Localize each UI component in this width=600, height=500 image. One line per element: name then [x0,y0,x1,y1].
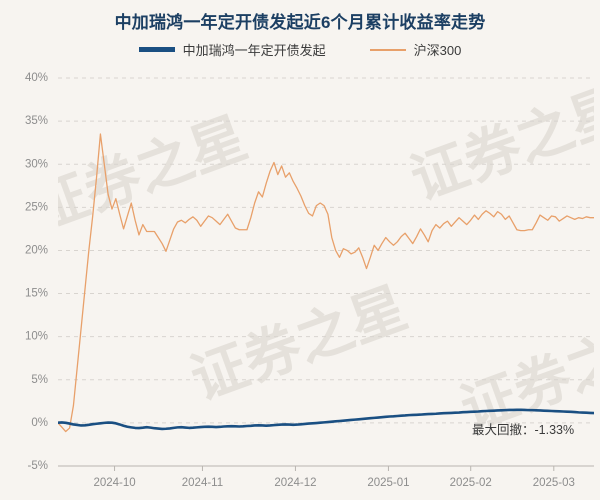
legend-label-benchmark: 沪深300 [413,43,462,58]
x-axis [58,465,594,471]
watermark-text-1: 证券之星 [23,105,255,241]
y-tick-label: 0% [31,417,48,429]
page-title: 中加瑞鸿一年定开债发起近6个月累计收益率走势 [114,13,486,32]
legend-swatch-fund-icon [138,47,175,52]
y-tick-label: 5% [31,374,48,386]
y-tick-label: 10% [25,331,48,343]
y-tick-label: -5% [28,460,48,472]
series-line-benchmark [58,133,594,433]
x-axis-labels: 2024-10 2024-11 2024-12 2025-01 2025-02 2025-… [93,477,574,489]
legend-item-fund[interactable]: 中加瑞鸿一年定开债发起 [138,40,326,59]
legend-swatch-benchmark-icon [369,48,406,51]
y-tick-label: 25% [25,201,48,213]
legend-item-benchmark[interactable]: 沪深300 [369,40,462,59]
chart-legend: 中加瑞鸿一年定开债发起 沪深300 [0,40,600,59]
y-tick-label: 35% [25,115,48,127]
y-tick-label: 40% [25,72,48,84]
y-tick-label: 15% [25,288,48,300]
x-tick-label: 2025-02 [450,477,492,489]
x-tick-label: 2024-10 [93,477,135,489]
x-tick-label: 2025-03 [533,477,575,489]
series-line-fund [58,408,594,431]
y-tick-label: 30% [25,158,48,170]
x-tick-label: 2024-12 [274,477,316,489]
watermark: 证券之星 证券之星 证券之星 证券之星 [23,75,600,441]
x-tick-label: 2024-11 [182,477,223,489]
y-tick-label: 20% [25,244,48,256]
watermark-text-3: 证券之星 [403,75,600,211]
x-tick-label: 2025-01 [367,477,409,489]
max-drawdown-annotation: 最大回撤：-1.33% [472,423,575,437]
watermark-text-2: 证券之星 [183,275,415,411]
y-axis-labels: 40% 35% 30% 25% 20% 15% 10% 5% 0% -5% [25,72,48,472]
legend-label-fund: 中加瑞鸿一年定开债发起 [182,43,326,58]
